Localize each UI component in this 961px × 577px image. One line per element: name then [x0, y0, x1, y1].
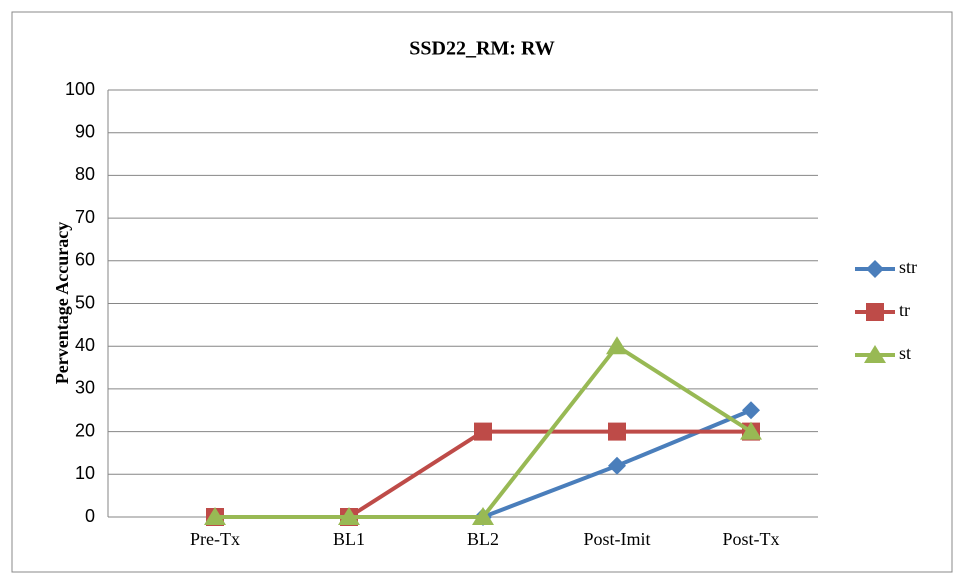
marker	[338, 507, 360, 525]
chart-title: SSD22_RM: RW	[409, 38, 554, 60]
y-tick-label: 0	[85, 506, 95, 526]
x-tick-label: Pre-Tx	[190, 529, 240, 549]
x-tick-label: BL1	[333, 529, 365, 549]
marker	[866, 260, 884, 278]
marker	[608, 456, 626, 475]
marker	[472, 507, 494, 525]
y-tick-label: 90	[75, 121, 95, 141]
marker	[740, 421, 762, 440]
legend-label: tr	[899, 300, 910, 320]
marker	[204, 507, 226, 525]
y-tick-label: 40	[75, 335, 95, 355]
y-tick-label: 10	[75, 463, 95, 483]
y-tick-label: 80	[75, 164, 95, 184]
y-tick-label: 30	[75, 378, 95, 398]
marker	[866, 303, 884, 321]
y-tick-label: 100	[65, 79, 95, 99]
legend-label: st	[899, 343, 911, 363]
y-axis-label: Perventage Accuracy	[52, 222, 72, 384]
marker	[608, 422, 626, 441]
marker	[474, 422, 492, 441]
legend-label: str	[899, 257, 917, 277]
marker	[606, 336, 628, 355]
x-tick-label: BL2	[467, 529, 499, 549]
x-tick-label: Post-Tx	[722, 529, 779, 549]
x-tick-label: Post-Imit	[583, 529, 650, 549]
chart-frame	[11, 11, 953, 573]
y-tick-label: 20	[75, 420, 95, 440]
marker	[742, 401, 760, 420]
y-tick-label: 70	[75, 207, 95, 227]
y-tick-label: 60	[75, 250, 95, 270]
marker	[864, 345, 886, 363]
y-tick-label: 50	[75, 292, 95, 312]
